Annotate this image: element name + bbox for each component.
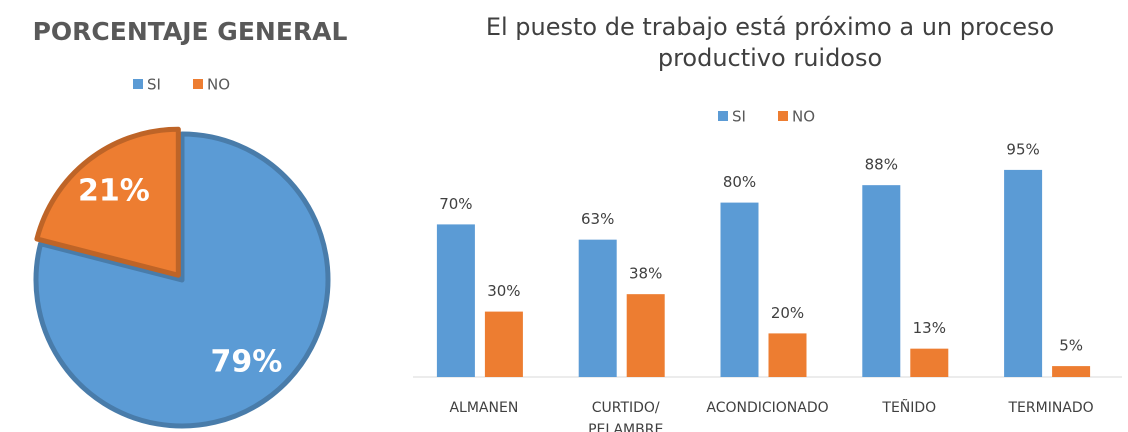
value-label: 63% [581, 210, 614, 228]
value-label: 5% [1059, 337, 1083, 355]
bar [862, 185, 901, 377]
bar [910, 348, 949, 377]
pie-value-label: 79% [211, 345, 283, 380]
x-tick-label: TERMINADO [1008, 400, 1094, 416]
bar [436, 224, 475, 377]
legend-label: SI [147, 76, 161, 94]
value-label: 95% [1006, 140, 1039, 158]
pie-slice [34, 126, 181, 278]
bar [578, 239, 617, 377]
value-label: 70% [439, 195, 472, 213]
value-label: 13% [913, 319, 946, 337]
pie-value-label: 21% [78, 174, 150, 209]
bar [484, 311, 523, 377]
x-tick-label: TEÑIDO [882, 400, 937, 416]
value-label: 88% [865, 156, 898, 174]
pie-title: PORCENTAJE GENERAL [33, 17, 348, 46]
legend-swatch [193, 79, 203, 89]
value-label: 20% [771, 304, 804, 322]
legend-swatch [778, 111, 788, 121]
legend-label: NO [207, 76, 230, 94]
x-tick-label: ALMANEN [449, 400, 519, 416]
bar [768, 333, 807, 377]
value-label: 80% [723, 173, 756, 191]
x-tick-label: ACONDICIONADO [706, 400, 829, 416]
bar-title: El puesto de trabajo está próximo a un p… [485, 13, 1055, 72]
bar [626, 294, 665, 377]
x-tick-label: CURTIDO/ PELAMBRE [588, 400, 664, 432]
legend-label: SI [732, 108, 746, 126]
legend-label: NO [792, 108, 815, 126]
bar [1004, 169, 1043, 377]
pie-slice [33, 131, 331, 429]
legend-swatch [718, 111, 728, 121]
bar [1052, 366, 1091, 377]
legend-swatch [133, 79, 143, 89]
bar [720, 202, 759, 377]
value-label: 38% [629, 265, 662, 283]
value-label: 30% [487, 282, 520, 300]
